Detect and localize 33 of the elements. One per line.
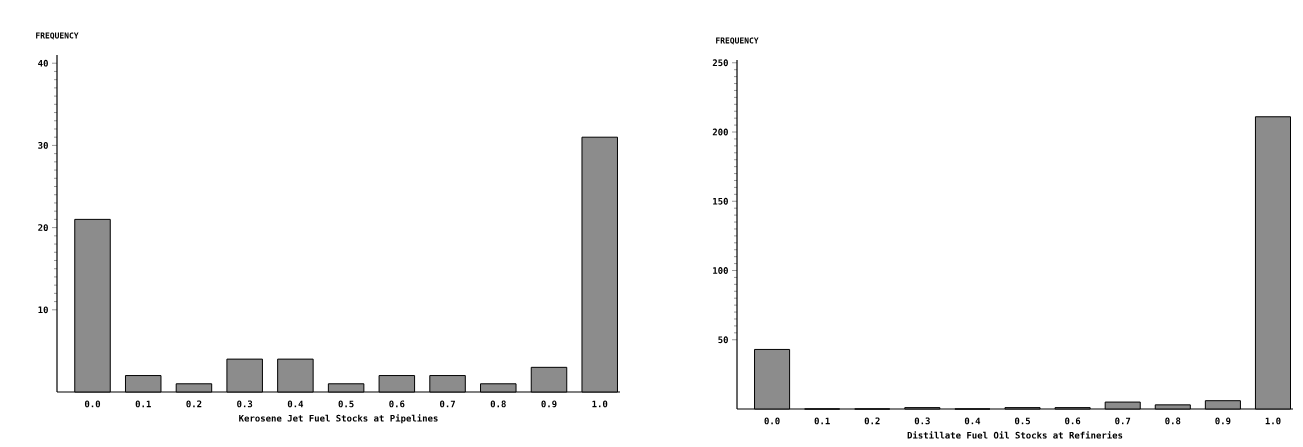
x-tick-label: 0.7 [1115,417,1131,425]
x-tick-label: 0.8 [1165,417,1181,425]
y-tick-label: 50 [718,336,728,344]
y-tick-label: 10 [38,306,48,314]
x-tick-label: 0.6 [1065,417,1081,425]
x-tick-label: 0.1 [135,400,151,408]
x-tick-label: 0.2 [864,417,880,425]
x-tick-label: 0.6 [389,400,405,408]
x-tick-label: 0.9 [541,400,557,408]
x-tick-label: 0.5 [338,400,354,408]
y-tick-label: 200 [712,128,728,136]
x-tick-label: 0.3 [914,417,930,425]
x-tick-label: 0.8 [490,400,506,408]
x-tick-label: 0.7 [439,400,455,408]
x-tick-label: 0.4 [964,417,981,425]
x-tick-label: 0.5 [1014,417,1031,425]
x-tick-label: 0.0 [764,417,780,425]
x-tick-label: 0.1 [814,417,830,425]
x-tick-label: 0.3 [237,400,253,408]
y-tick-label: 250 [712,59,728,67]
x-tick-label: 0.9 [1215,417,1231,425]
x-axis-title: Kerosene Jet Fuel Stocks at Pipelines [239,414,438,424]
x-tick-label: 0.4 [287,400,304,408]
y-tick-label: 20 [38,224,48,231]
y-tick-label: 40 [38,59,48,67]
y-tick-label: 100 [713,267,728,274]
x-axis-title: Distillate Fuel Oil Stocks at Refineries [907,431,1123,439]
x-tick-label: 0.2 [186,400,202,408]
y-tick-label: 150 [713,197,728,205]
x-tick-label: 1.0 [592,400,608,408]
x-tick-label: 1.0 [1265,417,1281,425]
y-tick-label: 30 [38,142,48,149]
x-tick-label: 0.0 [84,400,101,408]
